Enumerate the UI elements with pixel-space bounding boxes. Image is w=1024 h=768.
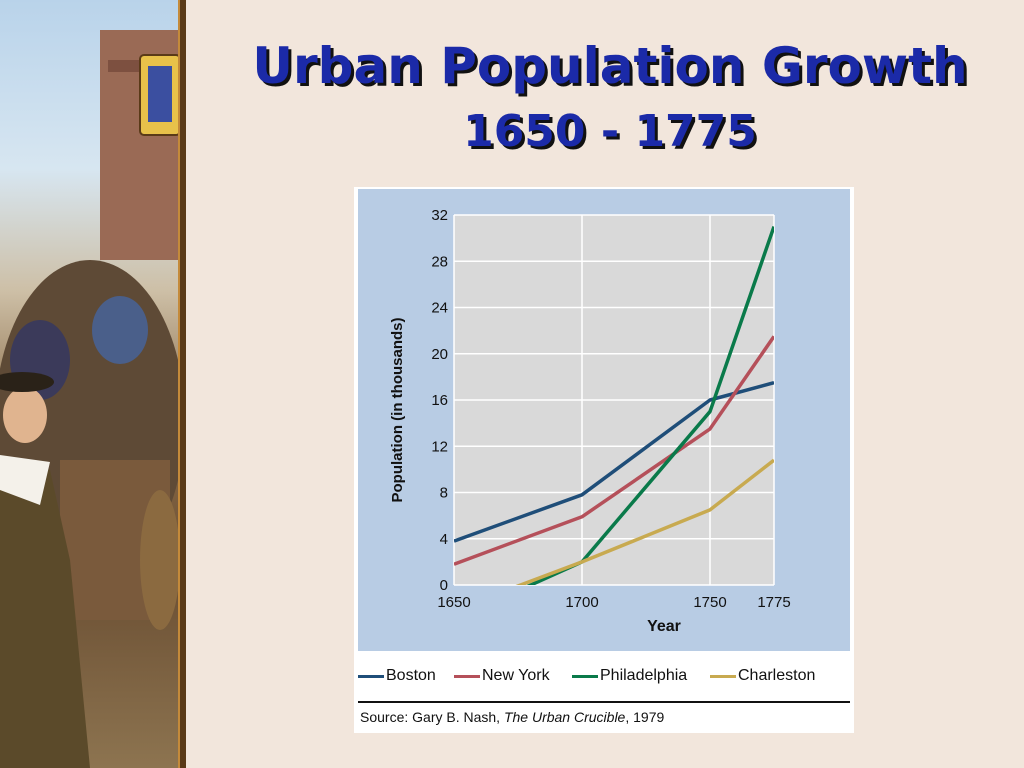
man-coat xyxy=(0,460,90,768)
series-line-boston xyxy=(454,380,774,543)
series-line-charleston xyxy=(515,458,774,585)
colonial-painting-image xyxy=(0,0,178,768)
source-book-title: The Urban Crucible xyxy=(503,709,626,725)
barrel xyxy=(140,490,178,630)
x-tick-label: 1650 xyxy=(437,594,470,611)
chart-legend: Boston New York Philadelphia Charleston xyxy=(354,667,854,689)
y-tick-label: 20 xyxy=(431,346,448,363)
gridlines xyxy=(453,214,775,586)
legend-swatch xyxy=(454,674,480,678)
y-tick-label: 32 xyxy=(431,207,448,224)
source-citation: Source: Gary B. Nash, The Urban Crucible… xyxy=(360,709,664,725)
y-axis-label: Population (in thousands) xyxy=(389,318,406,503)
painting-frame-border xyxy=(178,0,186,768)
legend-swatch xyxy=(572,674,598,678)
legend-item-boston: Boston xyxy=(358,667,436,685)
x-axis-label: Year xyxy=(647,618,681,635)
series-lines xyxy=(454,225,774,585)
axis-ticks: 0 4 8 12 16 20 24 28 32 1650 1700 1750 1775 xyxy=(431,207,790,611)
series-line-philadelphia xyxy=(526,225,774,585)
y-tick-label: 24 xyxy=(431,300,448,317)
y-tick-label: 16 xyxy=(431,392,448,409)
y-tick-label: 12 xyxy=(431,438,448,455)
line-chart: 0 4 8 12 16 20 24 28 32 1650 1700 1750 1775 Year Pop… xyxy=(358,189,850,651)
x-tick-label: 1750 xyxy=(693,594,726,611)
legend-swatch xyxy=(710,674,736,678)
source-prefix: Source: Gary B. Nash, xyxy=(360,709,504,725)
slide-title: Urban Population Growth xyxy=(252,37,968,95)
man-collar xyxy=(0,455,50,505)
man-hat xyxy=(0,372,54,392)
y-tick-label: 28 xyxy=(431,253,448,270)
legend-item-new-york: New York xyxy=(454,667,550,685)
slide-subtitle-years: 1650 - 1775 xyxy=(463,106,757,157)
series-line-new-york xyxy=(454,335,774,566)
legend-label: Philadelphia xyxy=(600,667,688,684)
source-divider xyxy=(358,701,850,703)
legend-swatch xyxy=(358,674,384,678)
chart-figure: 0 4 8 12 16 20 24 28 32 1650 1700 1750 1775 Year Pop… xyxy=(354,187,854,733)
y-tick-label: 0 xyxy=(440,577,448,594)
legend-label: Charleston xyxy=(738,667,816,684)
x-tick-label: 1700 xyxy=(565,594,598,611)
y-tick-label: 4 xyxy=(440,531,448,548)
y-tick-label: 8 xyxy=(440,485,448,502)
x-tick-label: 1775 xyxy=(757,594,790,611)
legend-label: Boston xyxy=(386,667,436,684)
painting-illustration xyxy=(0,30,178,768)
legend-item-charleston: Charleston xyxy=(710,667,815,685)
man-face xyxy=(3,387,47,443)
source-year: , 1979 xyxy=(625,709,665,725)
legend-item-philadelphia: Philadelphia xyxy=(572,667,687,685)
legend-label: New York xyxy=(482,667,550,684)
